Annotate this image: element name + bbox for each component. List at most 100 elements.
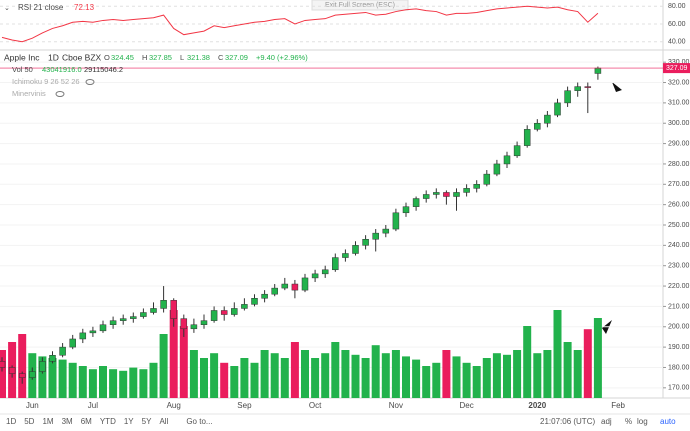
candle-body bbox=[503, 155, 511, 165]
volume-bar bbox=[0, 350, 6, 398]
volume-bar bbox=[341, 350, 350, 398]
candle-body bbox=[372, 232, 379, 240]
candle-body bbox=[362, 238, 369, 246]
volume-bar bbox=[321, 353, 330, 398]
volume-bar bbox=[301, 350, 309, 398]
interval: 1D bbox=[48, 52, 59, 62]
candle-body bbox=[150, 308, 157, 313]
volume-bar bbox=[543, 350, 552, 398]
volume-bar bbox=[391, 350, 400, 398]
option-button[interactable]: % bbox=[625, 417, 632, 426]
volume-bar bbox=[189, 350, 198, 398]
candle-body bbox=[392, 212, 400, 230]
fullscreen-label[interactable]: Exit Full Screen (ESC) bbox=[325, 2, 395, 9]
fullscreen-button[interactable] bbox=[311, 0, 409, 11]
range-button[interactable]: 5D bbox=[24, 417, 34, 426]
change: +9.40 (+2.96%) bbox=[256, 53, 308, 62]
option-button[interactable]: auto bbox=[660, 417, 676, 426]
candle-body bbox=[39, 361, 46, 372]
volume-bar bbox=[109, 369, 118, 398]
volume-bar bbox=[442, 350, 451, 398]
y-tick-label: 210.00 bbox=[668, 303, 690, 310]
range-button[interactable]: All bbox=[159, 417, 168, 426]
candle-body bbox=[210, 310, 218, 321]
volume-bar bbox=[88, 369, 97, 398]
y-tick-label: 170.00 bbox=[668, 385, 690, 392]
candle-body bbox=[352, 245, 359, 254]
volume-bar bbox=[351, 354, 360, 398]
candle-body bbox=[8, 367, 16, 374]
ohlc-label: O bbox=[104, 53, 110, 62]
candle-body bbox=[321, 269, 329, 275]
ohlc-value: 324.45 bbox=[111, 53, 134, 62]
x-tick-label: Jul bbox=[88, 401, 98, 410]
rsi-tick-label: 80.00 bbox=[668, 3, 686, 10]
range-button[interactable]: YTD bbox=[100, 417, 116, 426]
candle-body bbox=[574, 86, 581, 91]
last-price-label: 327.09 bbox=[666, 65, 688, 72]
volume-bar bbox=[492, 353, 501, 398]
candle-body bbox=[119, 318, 127, 321]
x-tick-label: Aug bbox=[167, 401, 181, 410]
volume-bar bbox=[169, 310, 178, 398]
candle-body bbox=[483, 173, 491, 185]
candle-body bbox=[130, 316, 137, 319]
visibility-icon[interactable] bbox=[85, 79, 95, 85]
clock: 21:07:06 (UTC) bbox=[540, 417, 595, 426]
goto-button[interactable]: Go to... bbox=[186, 417, 212, 426]
range-button[interactable]: 3M bbox=[62, 417, 73, 426]
candle-body bbox=[443, 192, 450, 197]
arrow-annotation bbox=[612, 82, 622, 92]
volume-bar bbox=[68, 362, 77, 398]
x-tick-label: Nov bbox=[389, 401, 403, 410]
volume-bar bbox=[533, 353, 542, 398]
candle-body bbox=[332, 257, 339, 271]
candle-body bbox=[412, 198, 420, 207]
candle-body bbox=[231, 308, 238, 315]
candle-body bbox=[554, 102, 561, 116]
volume-bar bbox=[240, 358, 249, 398]
candle-body bbox=[422, 194, 430, 199]
volume-bar bbox=[48, 358, 57, 398]
visibility-icon[interactable] bbox=[55, 91, 65, 97]
y-tick-label: 300.00 bbox=[668, 120, 690, 127]
ohlc-value: 327.09 bbox=[225, 53, 248, 62]
ohlc-value: 327.85 bbox=[149, 53, 172, 62]
volume-bar bbox=[371, 345, 380, 398]
volume-bar bbox=[331, 342, 340, 398]
range-button[interactable]: 5Y bbox=[142, 417, 152, 426]
volume-bar bbox=[200, 358, 208, 398]
volume-bar bbox=[563, 342, 572, 398]
volume-bar bbox=[422, 366, 431, 398]
vol-ma-value: 29115046.2 bbox=[84, 65, 123, 74]
symbol-title: Apple Inc bbox=[4, 52, 40, 62]
candle-body bbox=[241, 304, 248, 309]
volume-bar bbox=[402, 356, 410, 398]
range-button[interactable]: 1D bbox=[6, 417, 16, 426]
candle-body bbox=[69, 338, 76, 348]
y-tick-label: 190.00 bbox=[668, 344, 690, 351]
candle-body bbox=[311, 273, 319, 279]
volume-bar bbox=[38, 356, 47, 398]
rsi-value: 72.13 bbox=[74, 3, 95, 12]
volume-bar bbox=[290, 342, 299, 398]
candle-body bbox=[180, 318, 188, 330]
range-button[interactable]: 1M bbox=[42, 417, 53, 426]
candle-body bbox=[220, 310, 228, 315]
volume-bar bbox=[260, 350, 269, 398]
y-tick-label: 330.00 bbox=[668, 59, 690, 66]
option-button[interactable]: adj bbox=[601, 417, 612, 426]
range-button[interactable]: 1Y bbox=[124, 417, 134, 426]
toggle[interactable]: ⌄ bbox=[4, 5, 10, 12]
y-tick-label: 290.00 bbox=[668, 140, 690, 147]
option-button[interactable]: log bbox=[637, 417, 648, 426]
candle-body bbox=[513, 145, 521, 157]
y-tick-label: 200.00 bbox=[668, 324, 690, 331]
candle-body bbox=[281, 283, 289, 289]
candle-body bbox=[170, 300, 177, 319]
volume-bar bbox=[78, 366, 87, 398]
volume-bar bbox=[129, 367, 138, 398]
candle-body bbox=[473, 184, 480, 189]
volume-bar bbox=[58, 359, 67, 398]
range-button[interactable]: 6M bbox=[81, 417, 92, 426]
